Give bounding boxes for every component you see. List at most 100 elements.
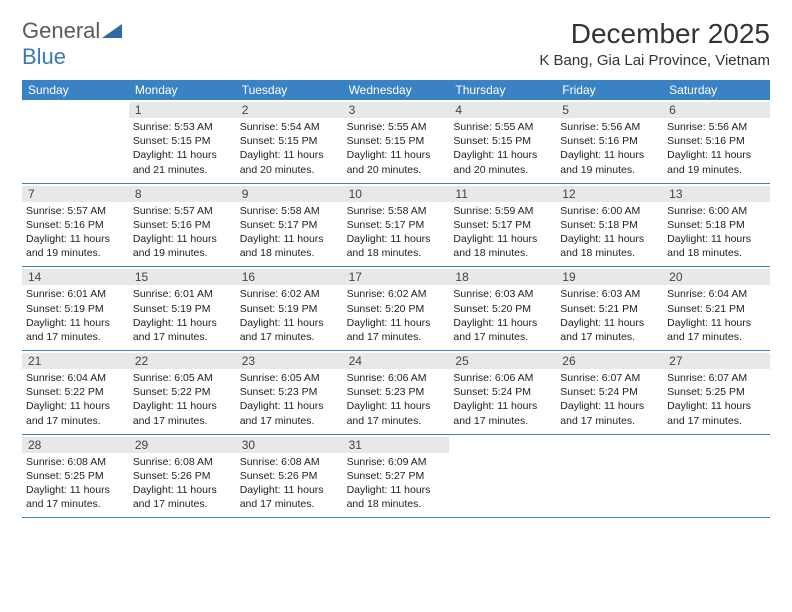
- daylight-text: Daylight: 11 hours and 17 minutes.: [26, 316, 125, 344]
- sunrise-text: Sunrise: 6:03 AM: [560, 287, 659, 301]
- title-block: December 2025 K Bang, Gia Lai Province, …: [539, 18, 770, 69]
- day-details: Sunrise: 6:02 AMSunset: 5:19 PMDaylight:…: [240, 287, 339, 344]
- day-number: 30: [236, 437, 343, 453]
- sunrise-text: Sunrise: 5:57 AM: [26, 204, 125, 218]
- day-number: 26: [556, 353, 663, 369]
- sunset-text: Sunset: 5:19 PM: [240, 302, 339, 316]
- daylight-text: Daylight: 11 hours and 20 minutes.: [453, 148, 552, 176]
- day-details: Sunrise: 6:05 AMSunset: 5:22 PMDaylight:…: [133, 371, 232, 428]
- day-details: Sunrise: 5:57 AMSunset: 5:16 PMDaylight:…: [133, 204, 232, 261]
- weekday-header-row: Sunday Monday Tuesday Wednesday Thursday…: [22, 80, 770, 100]
- sunrise-text: Sunrise: 6:09 AM: [347, 455, 446, 469]
- calendar-body: 1Sunrise: 5:53 AMSunset: 5:15 PMDaylight…: [22, 100, 770, 518]
- logo-text-blue: Blue: [22, 44, 66, 69]
- daylight-text: Daylight: 11 hours and 17 minutes.: [240, 483, 339, 511]
- sunrise-text: Sunrise: 6:08 AM: [240, 455, 339, 469]
- day-number: 23: [236, 353, 343, 369]
- day-details: Sunrise: 5:55 AMSunset: 5:15 PMDaylight:…: [453, 120, 552, 177]
- day-details: Sunrise: 5:57 AMSunset: 5:16 PMDaylight:…: [26, 204, 125, 261]
- day-details: Sunrise: 5:53 AMSunset: 5:15 PMDaylight:…: [133, 120, 232, 177]
- sunrise-text: Sunrise: 6:06 AM: [347, 371, 446, 385]
- sunrise-text: Sunrise: 5:55 AM: [453, 120, 552, 134]
- logo: General Blue: [22, 18, 122, 70]
- day-number: 25: [449, 353, 556, 369]
- day-number: 9: [236, 186, 343, 202]
- sunset-text: Sunset: 5:26 PM: [133, 469, 232, 483]
- day-cell: 15Sunrise: 6:01 AMSunset: 5:19 PMDayligh…: [129, 267, 236, 350]
- day-cell: 8 Sunrise: 5:57 AMSunset: 5:16 PMDaylight…: [129, 184, 236, 267]
- day-cell: [22, 100, 129, 183]
- day-details: Sunrise: 5:56 AMSunset: 5:16 PMDaylight:…: [667, 120, 766, 177]
- day-number: 1: [129, 102, 236, 118]
- weekday-header: Tuesday: [236, 80, 343, 100]
- day-details: Sunrise: 6:08 AMSunset: 5:25 PMDaylight:…: [26, 455, 125, 512]
- sunset-text: Sunset: 5:21 PM: [560, 302, 659, 316]
- sunrise-text: Sunrise: 5:58 AM: [347, 204, 446, 218]
- day-cell: 26Sunrise: 6:07 AMSunset: 5:24 PMDayligh…: [556, 351, 663, 434]
- logo-text-general: General: [22, 18, 100, 43]
- daylight-text: Daylight: 11 hours and 18 minutes.: [347, 232, 446, 260]
- sunrise-text: Sunrise: 5:55 AM: [347, 120, 446, 134]
- day-number: 21: [22, 353, 129, 369]
- sunrise-text: Sunrise: 5:56 AM: [560, 120, 659, 134]
- sunrise-text: Sunrise: 6:07 AM: [667, 371, 766, 385]
- day-cell: [449, 435, 556, 518]
- sunrise-text: Sunrise: 6:01 AM: [26, 287, 125, 301]
- sunset-text: Sunset: 5:16 PM: [133, 218, 232, 232]
- day-cell: 29Sunrise: 6:08 AMSunset: 5:26 PMDayligh…: [129, 435, 236, 518]
- sunset-text: Sunset: 5:15 PM: [453, 134, 552, 148]
- sunrise-text: Sunrise: 5:59 AM: [453, 204, 552, 218]
- calendar-week: 14Sunrise: 6:01 AMSunset: 5:19 PMDayligh…: [22, 267, 770, 351]
- page-header: General Blue December 2025 K Bang, Gia L…: [22, 18, 770, 70]
- day-number: 6: [663, 102, 770, 118]
- day-number: 28: [22, 437, 129, 453]
- sunrise-text: Sunrise: 5:56 AM: [667, 120, 766, 134]
- day-cell: 6 Sunrise: 5:56 AMSunset: 5:16 PMDaylight…: [663, 100, 770, 183]
- daylight-text: Daylight: 11 hours and 17 minutes.: [347, 399, 446, 427]
- logo-mark-icon: [100, 18, 122, 43]
- day-number: 17: [343, 269, 450, 285]
- day-cell: 1 Sunrise: 5:53 AMSunset: 5:15 PMDaylight…: [129, 100, 236, 183]
- sunrise-text: Sunrise: 6:08 AM: [26, 455, 125, 469]
- day-cell: 24Sunrise: 6:06 AMSunset: 5:23 PMDayligh…: [343, 351, 450, 434]
- day-details: Sunrise: 6:08 AMSunset: 5:26 PMDaylight:…: [133, 455, 232, 512]
- sunset-text: Sunset: 5:24 PM: [560, 385, 659, 399]
- sunset-text: Sunset: 5:24 PM: [453, 385, 552, 399]
- sunrise-text: Sunrise: 6:04 AM: [26, 371, 125, 385]
- day-cell: 31Sunrise: 6:09 AMSunset: 5:27 PMDayligh…: [343, 435, 450, 518]
- sunrise-text: Sunrise: 6:02 AM: [347, 287, 446, 301]
- sunrise-text: Sunrise: 6:02 AM: [240, 287, 339, 301]
- sunrise-text: Sunrise: 6:06 AM: [453, 371, 552, 385]
- sunrise-text: Sunrise: 5:54 AM: [240, 120, 339, 134]
- sunset-text: Sunset: 5:17 PM: [347, 218, 446, 232]
- daylight-text: Daylight: 11 hours and 18 minutes.: [240, 232, 339, 260]
- daylight-text: Daylight: 11 hours and 18 minutes.: [560, 232, 659, 260]
- sunrise-text: Sunrise: 5:53 AM: [133, 120, 232, 134]
- sunrise-text: Sunrise: 6:04 AM: [667, 287, 766, 301]
- sunset-text: Sunset: 5:16 PM: [667, 134, 766, 148]
- day-number: 3: [343, 102, 450, 118]
- day-number: 31: [343, 437, 450, 453]
- weekday-header: Friday: [556, 80, 663, 100]
- day-cell: 5Sunrise: 5:56 AMSunset: 5:16 PMDaylight…: [556, 100, 663, 183]
- daylight-text: Daylight: 11 hours and 17 minutes.: [240, 399, 339, 427]
- day-details: Sunrise: 5:54 AMSunset: 5:15 PMDaylight:…: [240, 120, 339, 177]
- day-number: 18: [449, 269, 556, 285]
- sunrise-text: Sunrise: 6:05 AM: [133, 371, 232, 385]
- day-number: 7: [22, 186, 129, 202]
- day-cell: 9Sunrise: 5:58 AMSunset: 5:17 PMDaylight…: [236, 184, 343, 267]
- day-number: 19: [556, 269, 663, 285]
- day-number: 2: [236, 102, 343, 118]
- day-number: 15: [129, 269, 236, 285]
- daylight-text: Daylight: 11 hours and 18 minutes.: [667, 232, 766, 260]
- daylight-text: Daylight: 11 hours and 17 minutes.: [26, 399, 125, 427]
- day-details: Sunrise: 6:03 AMSunset: 5:20 PMDaylight:…: [453, 287, 552, 344]
- page-subtitle: K Bang, Gia Lai Province, Vietnam: [539, 52, 770, 69]
- daylight-text: Daylight: 11 hours and 19 minutes.: [560, 148, 659, 176]
- day-number: 8: [129, 186, 236, 202]
- day-details: Sunrise: 5:59 AMSunset: 5:17 PMDaylight:…: [453, 204, 552, 261]
- day-details: Sunrise: 6:00 AMSunset: 5:18 PMDaylight:…: [560, 204, 659, 261]
- sunset-text: Sunset: 5:15 PM: [133, 134, 232, 148]
- daylight-text: Daylight: 11 hours and 20 minutes.: [347, 148, 446, 176]
- day-number: 22: [129, 353, 236, 369]
